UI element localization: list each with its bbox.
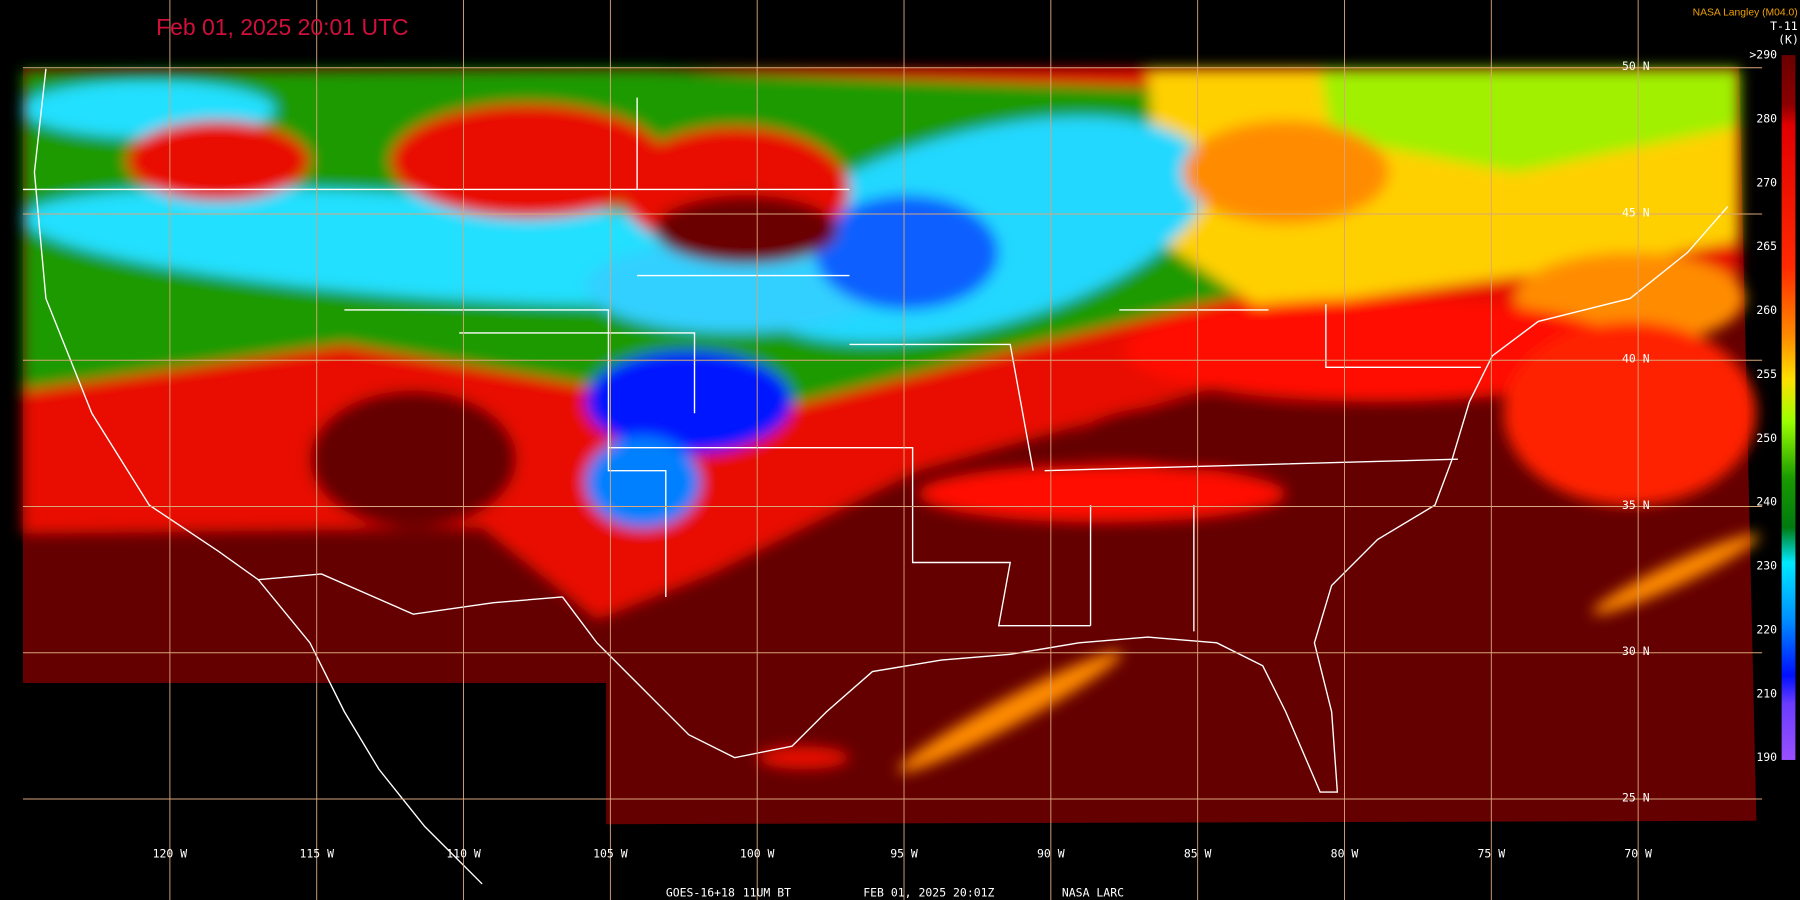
footer: GOES-16+18 11UM BT FEB 01, 2025 20:01Z N… — [666, 886, 1124, 900]
legend-label: 250 — [1756, 431, 1777, 445]
latitude-label: 35 N — [1622, 498, 1650, 512]
longitude-label: 115 W — [299, 847, 334, 861]
longitude-label: 110 W — [446, 847, 481, 861]
product-label: T-11 — [1770, 19, 1798, 33]
footer-time: FEB 01, 2025 20:01Z — [863, 886, 994, 900]
longitude-label: 95 W — [890, 847, 918, 861]
legend-label: 230 — [1756, 559, 1777, 573]
footer-satellite: GOES-16+18 — [666, 886, 735, 900]
legend: NASA Langley (M04.0) T-11 (K) >290 280 270… — [1693, 7, 1799, 764]
legend-label: 270 — [1756, 175, 1777, 189]
legend-label: >290 — [1749, 48, 1777, 62]
graticule: 120 W 115 W 110 W 105 W 100 W 95 W 90 W 85 W 80 … — [22, 0, 1763, 900]
legend-label: 210 — [1756, 686, 1777, 700]
latitude-label: 45 N — [1622, 205, 1650, 219]
latitude-label: 50 N — [1622, 59, 1650, 73]
unit-label: (K) — [1778, 33, 1799, 47]
longitude-label: 75 W — [1478, 847, 1506, 861]
legend-label: 220 — [1756, 622, 1777, 636]
legend-label: 260 — [1756, 303, 1777, 317]
border — [22, 97, 1481, 632]
legend-label: 280 — [1756, 111, 1777, 125]
coastline — [33, 68, 483, 885]
boundaries — [22, 68, 1729, 885]
latitude-label: 30 N — [1622, 644, 1650, 658]
longitude-label: 85 W — [1184, 847, 1212, 861]
color-bar — [1781, 55, 1796, 760]
source-label: NASA Langley (M04.0) — [1693, 7, 1798, 18]
title: Feb 01, 2025 20:01 UTC — [156, 14, 408, 40]
footer-agency: NASA LARC — [1062, 886, 1124, 900]
longitude-label: 70 W — [1624, 847, 1652, 861]
longitude-label: 120 W — [153, 847, 188, 861]
imagery — [22, 66, 1760, 825]
legend-label: 190 — [1756, 750, 1777, 764]
legend-label: 240 — [1756, 495, 1777, 509]
footer-channel: 11UM BT — [743, 886, 791, 900]
latitude-label: 25 N — [1622, 790, 1650, 804]
coastline — [561, 206, 1729, 793]
longitude-label: 100 W — [740, 847, 775, 861]
longitude-label: 80 W — [1331, 847, 1359, 861]
longitude-label: 105 W — [593, 847, 628, 861]
longitude-label: 90 W — [1037, 847, 1065, 861]
legend-label: 265 — [1756, 239, 1777, 253]
legend-label: 255 — [1756, 367, 1777, 381]
latitude-label: 40 N — [1622, 352, 1650, 366]
